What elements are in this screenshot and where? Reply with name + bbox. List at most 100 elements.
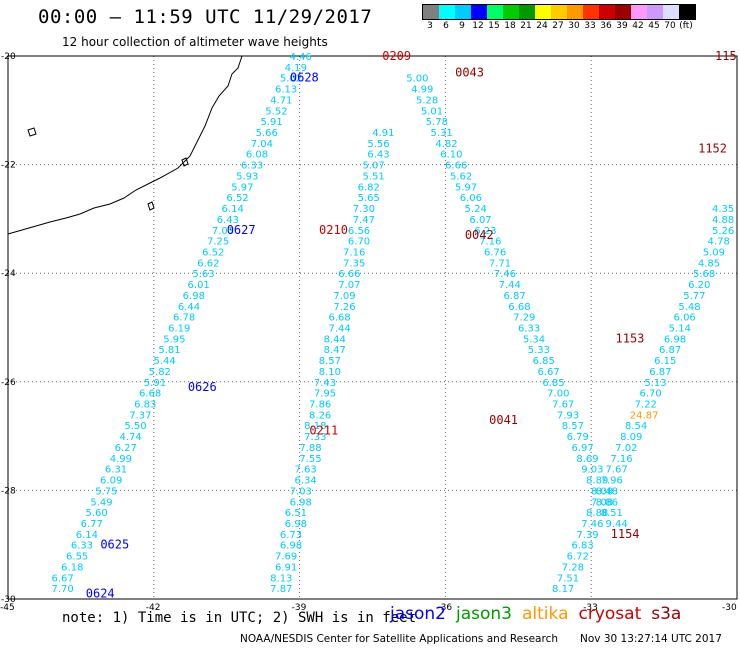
wave-height-value: 6.14: [222, 204, 244, 215]
wave-height-value: 5.00: [406, 74, 428, 85]
wave-height-value: 5.52: [265, 106, 287, 117]
wave-height-value: 5.31: [431, 128, 453, 139]
wave-height-value: 7.86: [309, 400, 331, 411]
wave-height-value: 5.91: [260, 117, 282, 128]
wave-height-value: 6.77: [81, 519, 103, 530]
wave-height-value: 7.46: [494, 269, 516, 280]
wave-height-value: 5.49: [90, 497, 112, 508]
wave-height-value: 6.01: [188, 280, 210, 291]
wave-height-value: 6.10: [440, 150, 462, 161]
wave-height-value: 8.89: [586, 476, 608, 487]
color-scale-bar: [422, 4, 696, 20]
wave-height-value: 6.98: [285, 519, 307, 530]
color-scale-label: 9: [459, 21, 465, 31]
wave-height-value: 6.44: [178, 302, 200, 313]
wave-height-value: 6.87: [503, 291, 525, 302]
pass-time-label: 0210: [319, 223, 348, 237]
wave-height-value: 8.17: [552, 584, 574, 595]
wave-height-value: 6.14: [76, 530, 98, 541]
wave-height-value: 9.03: [581, 465, 603, 476]
wave-height-value: 7.08: [591, 497, 613, 508]
wave-height-value: 7.28: [562, 562, 584, 573]
color-swatch: [535, 5, 551, 19]
wave-height-value: 5.33: [528, 345, 550, 356]
wave-height-value: 7.96: [601, 476, 623, 487]
wave-height-value: 7.46: [581, 519, 603, 530]
chart-subtitle: 12 hour collection of altimeter wave hei…: [62, 35, 328, 49]
pass-time-label: 0628: [290, 71, 319, 85]
color-swatch: [519, 5, 535, 19]
wave-height-value: 7.25: [207, 237, 229, 248]
wave-height-value: 5.60: [85, 508, 107, 519]
wave-height-value: 9.44: [606, 519, 628, 530]
timestamp: Nov 30 13:27:14 UTC 2017: [580, 633, 722, 645]
wave-height-value: 5.56: [367, 139, 389, 150]
wave-height-value: 6.91: [275, 562, 297, 573]
wave-height-value: 6.13: [275, 85, 297, 96]
color-scale-label: 6: [443, 21, 449, 31]
wave-height-value: 6.52: [226, 193, 248, 204]
credit-line: NOAA/NESDIS Center for Satellite Applica…: [240, 633, 558, 645]
wave-height-value: 8.26: [309, 410, 331, 421]
wave-height-value: 8.10: [319, 367, 341, 378]
wave-height-value: 6.07: [469, 215, 491, 226]
wave-height-value: 6.78: [173, 313, 195, 324]
wave-height-value: 5.44: [154, 356, 176, 367]
wave-height-value: 4.85: [698, 258, 720, 269]
color-scale-label: 27: [552, 21, 564, 31]
wave-height-value: 4.35: [712, 204, 734, 215]
color-scale-label: 39: [616, 21, 628, 31]
wave-height-value: 5.81: [158, 345, 180, 356]
wave-height-value: 6.70: [640, 389, 662, 400]
color-scale-labels: 3 6 9 12 15 18 21 24 27 30 33 36 39 42 45 70 (ft): [422, 21, 694, 31]
color-swatch: [487, 5, 503, 19]
color-swatch: [551, 5, 567, 19]
plot-frame: [7, 55, 738, 600]
wave-height-value: 6.33: [241, 161, 263, 172]
color-swatch: [599, 5, 615, 19]
wave-height-value: 8.48: [596, 486, 618, 497]
y-tick-label: -30: [1, 595, 16, 605]
pass-time-label: 0041: [489, 413, 518, 427]
color-scale-label: (ft): [679, 21, 693, 31]
wave-height-value: 6.31: [105, 465, 127, 476]
wave-height-value: 7.33: [304, 432, 326, 443]
wave-height-value: 7.51: [557, 573, 579, 584]
wave-height-value: 7.29: [513, 313, 535, 324]
wave-height-value: 7.67: [606, 465, 628, 476]
wave-height-value: 7.03: [212, 226, 234, 237]
coastline: [7, 55, 243, 235]
data-points: 7.706.676.186.556.336.146.775.605.495.75…: [51, 52, 734, 595]
wave-height-value: 8.86: [596, 497, 618, 508]
wave-height-value: 7.44: [328, 324, 350, 335]
pass-time-label: 1153: [616, 331, 645, 345]
wave-height-value: 6.06: [460, 193, 482, 204]
wave-height-value: 5.48: [678, 302, 700, 313]
wave-height-value: 6.87: [659, 345, 681, 356]
y-axis-ticks: -20 -22 -24 -26 -28 -30: [1, 52, 16, 605]
wave-height-value: 8.08: [591, 486, 613, 497]
x-axis-ticks: -45 -42 -39 -36 -33 -30: [0, 603, 737, 613]
wave-height-value: 6.68: [508, 302, 530, 313]
x-tick-label: -36: [437, 603, 452, 613]
wave-height-value: 6.97: [571, 443, 593, 454]
wave-height-value: 5.28: [416, 95, 438, 106]
wave-height-value: 5.91: [144, 378, 166, 389]
pass-time-label: 0209: [382, 49, 411, 63]
pass-time-label: 0627: [227, 223, 256, 237]
y-tick-label: -28: [1, 486, 16, 496]
footnote: note: 1) Time is in UTC; 2) SWH is in fe…: [62, 610, 417, 626]
wave-height-value: 7.67: [552, 400, 574, 411]
pass-time-label: 1152: [698, 141, 727, 155]
y-tick-label: -20: [1, 52, 16, 62]
wave-height-value: 8.13: [270, 573, 292, 584]
wave-height-value: 6.33: [71, 541, 93, 552]
wave-height-value: 8.88: [586, 508, 608, 519]
wave-height-value: 6.87: [649, 367, 671, 378]
wave-height-value: 5.97: [231, 182, 253, 193]
wave-height-value: 5.50: [124, 421, 146, 432]
wave-height-value: 7.95: [314, 389, 336, 400]
x-tick-label: -33: [583, 603, 598, 613]
wave-height-value: 24.87: [630, 410, 659, 421]
wave-height-value: 4.74: [120, 432, 142, 443]
